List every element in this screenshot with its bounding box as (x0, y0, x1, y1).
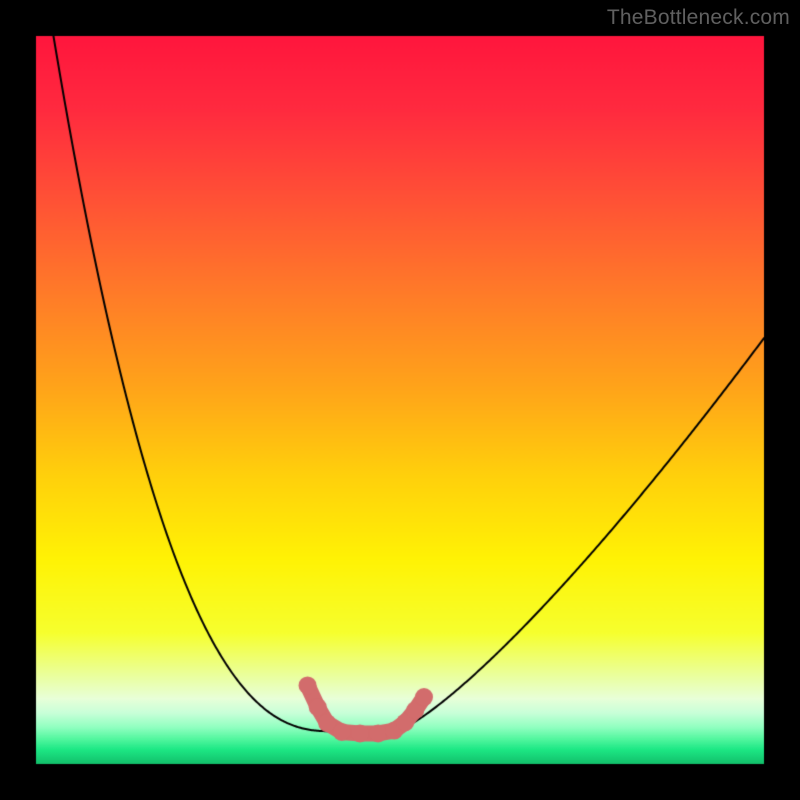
bottleneck-chart-canvas (0, 0, 800, 800)
